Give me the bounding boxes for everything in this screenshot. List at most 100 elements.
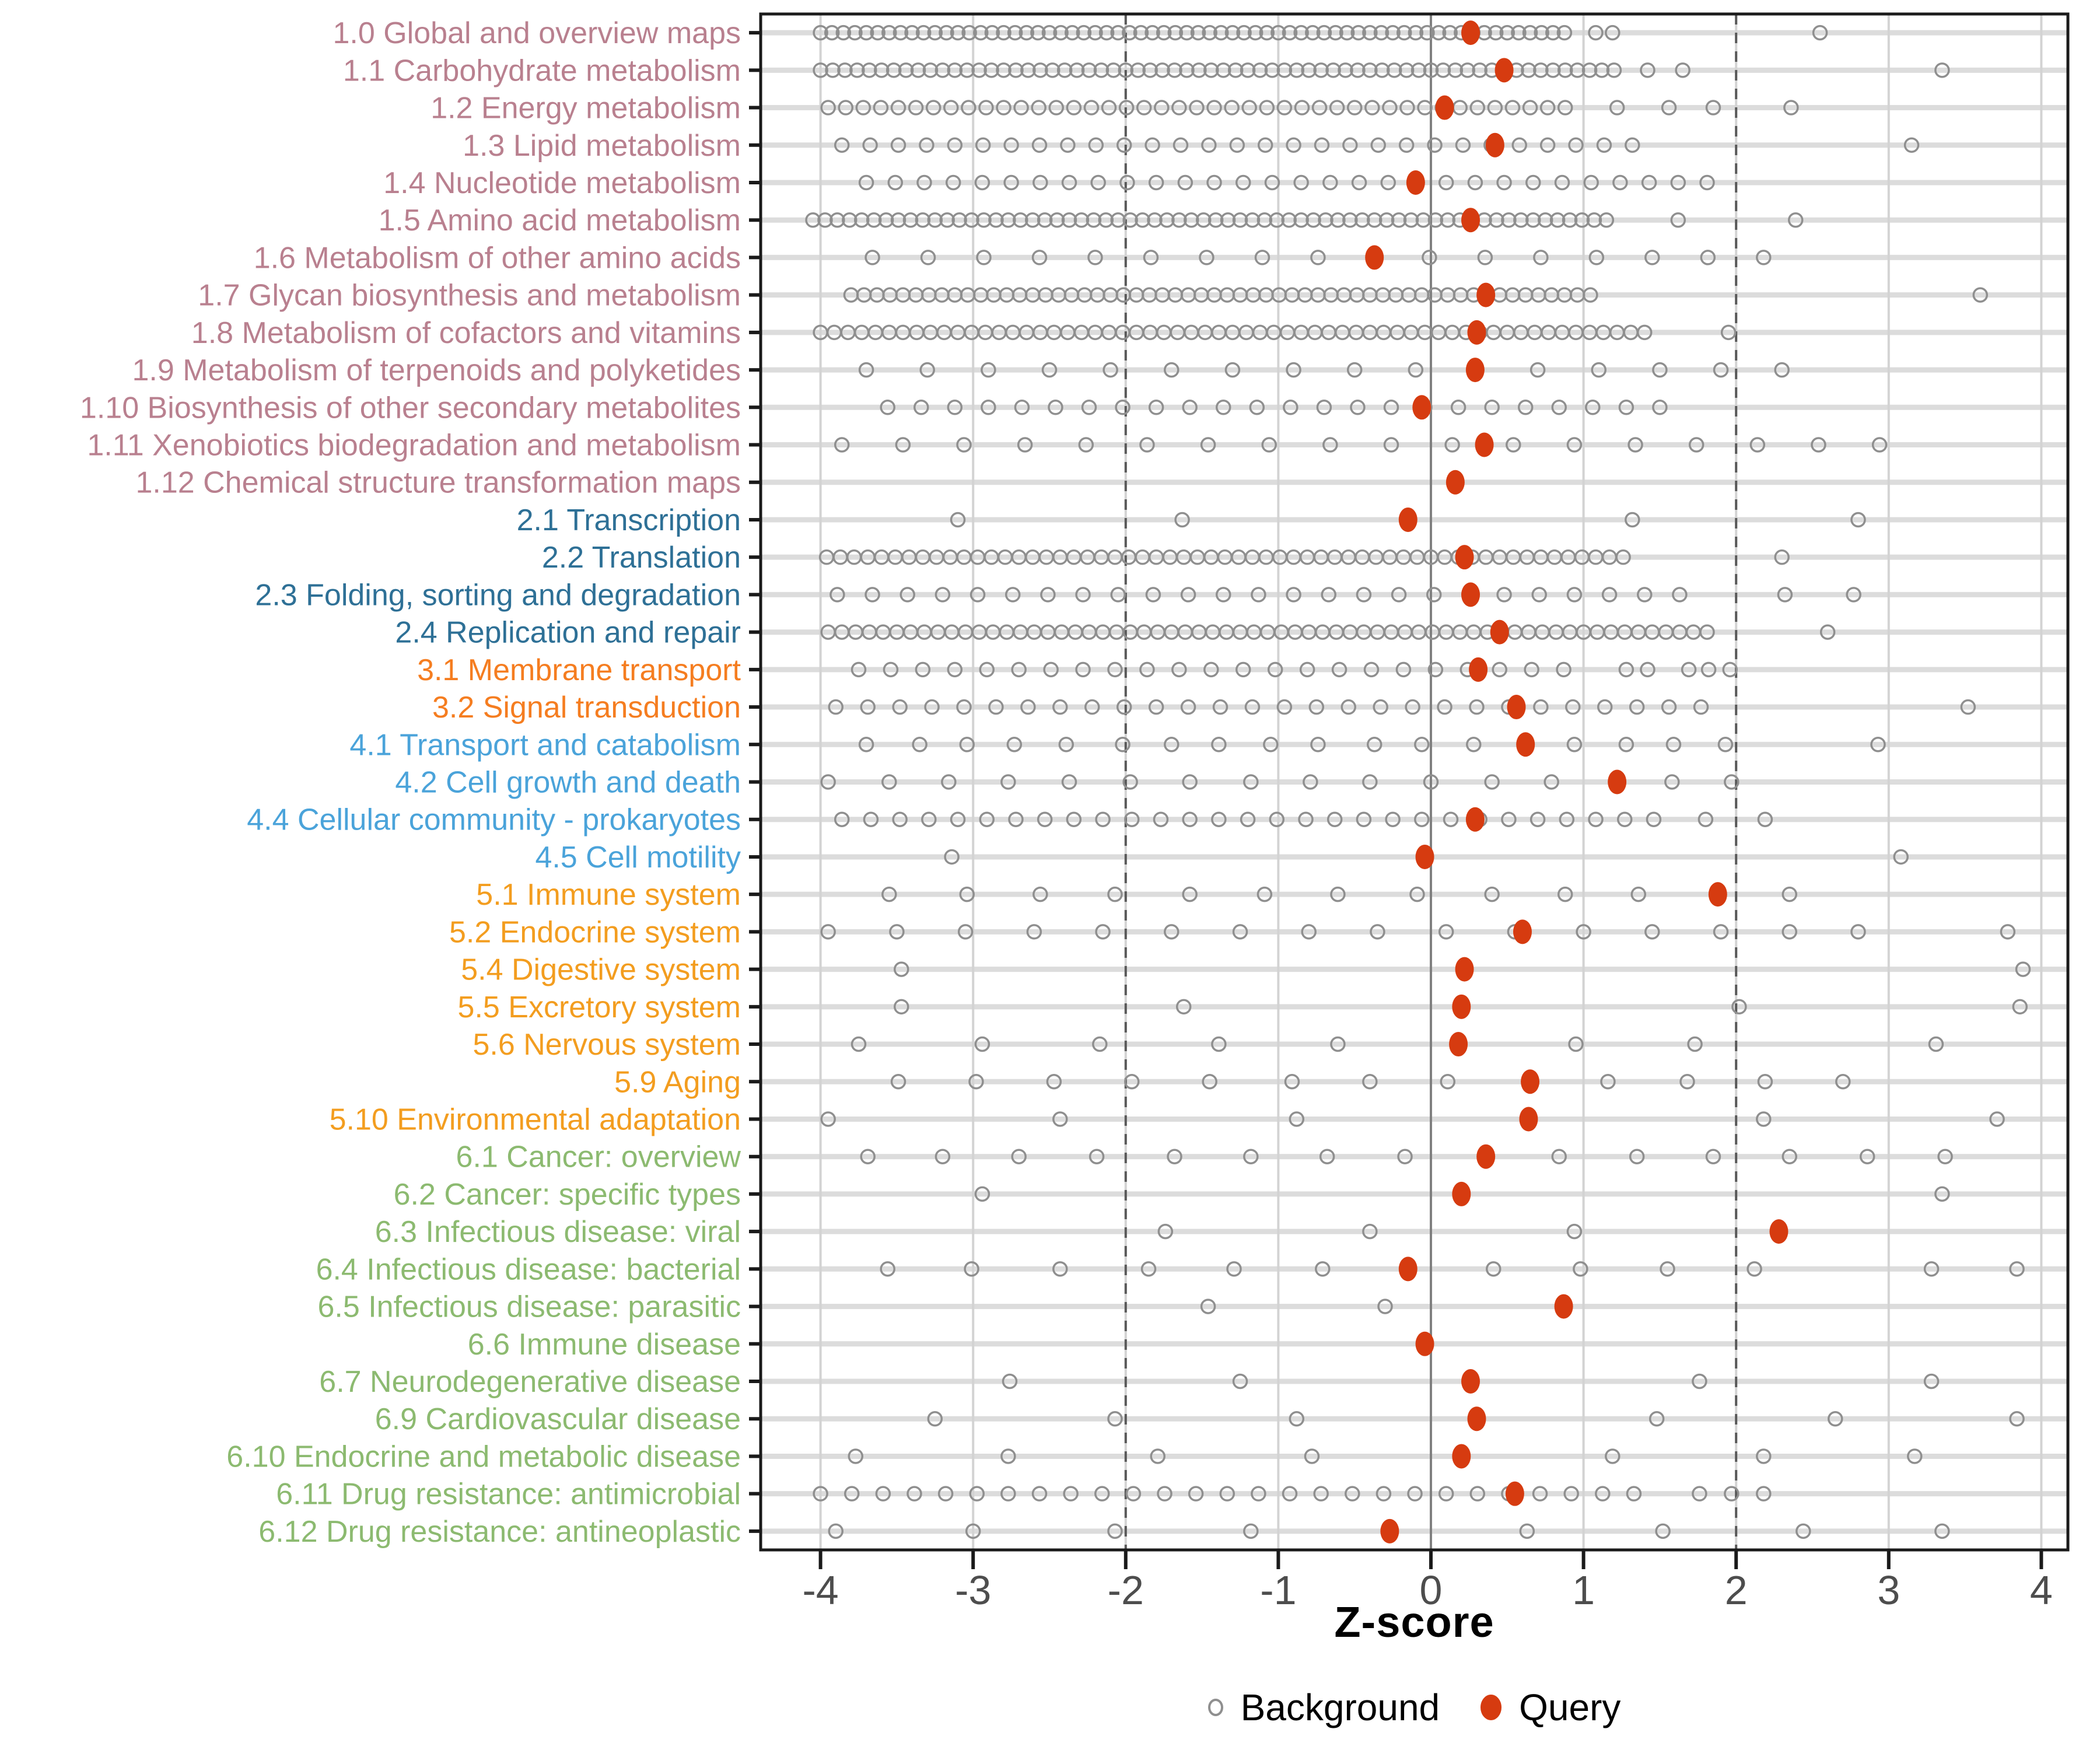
background-point [1539, 137, 1556, 153]
background-point [1636, 324, 1653, 341]
background-point [1048, 400, 1063, 415]
background-point [1408, 24, 1424, 41]
y-axis-label: 6.12 Drug resistance: antineoplastic [258, 1515, 741, 1549]
query-point [1485, 132, 1504, 158]
background-point [1484, 774, 1500, 790]
background-point-icon [1208, 1699, 1223, 1716]
background-point [1211, 811, 1227, 827]
background-point [1403, 212, 1419, 228]
background-point [1385, 811, 1401, 827]
legend: Background Query [761, 1686, 2068, 1729]
background-point [1224, 362, 1241, 378]
background-point [1206, 100, 1222, 116]
background-point [1182, 774, 1198, 790]
background-point [1681, 662, 1697, 678]
background-point [1618, 737, 1634, 752]
background-point [1350, 400, 1366, 415]
background-point [825, 62, 841, 78]
background-point [1289, 62, 1305, 78]
background-point [1846, 587, 1861, 603]
background-point [1655, 1523, 1671, 1539]
background-point [973, 24, 989, 41]
background-point [1232, 212, 1248, 228]
background-point [1212, 699, 1228, 715]
background-point [984, 24, 1000, 41]
background-point [850, 1036, 867, 1052]
background-point [1566, 1223, 1583, 1240]
background-point [1301, 924, 1317, 940]
background-point [1098, 212, 1114, 228]
background-point [1672, 587, 1688, 603]
background-point [855, 100, 872, 116]
background-point [1122, 774, 1138, 790]
background-point [996, 24, 1012, 41]
background-point [1688, 437, 1704, 453]
background-point [1534, 24, 1549, 41]
background-point [1107, 886, 1123, 902]
background-point [813, 1486, 828, 1502]
query-point [1467, 320, 1486, 345]
background-point [1247, 24, 1264, 41]
query-point [1435, 95, 1454, 120]
background-point [1783, 100, 1799, 116]
background-point [910, 62, 926, 78]
background-point [1398, 62, 1415, 78]
background-point [1175, 999, 1192, 1015]
background-point [1232, 1373, 1248, 1390]
background-point [1362, 62, 1378, 78]
background-point [1243, 1523, 1259, 1539]
background-point [1489, 212, 1504, 228]
background-point [1629, 1149, 1645, 1164]
background-point [1652, 362, 1668, 378]
background-point [1301, 62, 1317, 78]
background-point [1148, 699, 1164, 715]
background-point [979, 662, 995, 678]
query-point-icon [1480, 1695, 1502, 1720]
background-point [947, 662, 963, 678]
background-point [1444, 437, 1460, 453]
background-point [1724, 774, 1740, 790]
background-point [1522, 100, 1538, 116]
background-point [1605, 24, 1620, 41]
background-point [988, 699, 1004, 715]
background-point [1046, 1074, 1062, 1090]
background-point [915, 24, 932, 41]
background-point [1284, 1074, 1300, 1090]
background-point [864, 587, 880, 603]
background-point [1934, 62, 1950, 78]
background-point [971, 62, 987, 78]
background-point [1670, 212, 1686, 228]
background-point [1609, 100, 1625, 116]
background-point [1819, 624, 1836, 640]
background-point [1342, 212, 1358, 228]
query-point [1494, 58, 1514, 83]
background-point [1256, 212, 1273, 228]
background-point [887, 174, 904, 191]
background-point [1469, 100, 1486, 116]
background-point [1199, 250, 1214, 265]
background-point [1316, 400, 1332, 415]
background-point [904, 24, 920, 41]
background-point [834, 437, 850, 453]
background-point [860, 1149, 876, 1164]
background-point [1203, 62, 1219, 78]
background-point [1321, 587, 1336, 603]
background-point [1224, 100, 1240, 116]
background-point [1115, 737, 1130, 752]
background-point [968, 1074, 984, 1090]
background-point [1652, 400, 1668, 415]
y-axis-label: 3.1 Membrane transport [417, 653, 741, 687]
background-point [1556, 662, 1572, 678]
background-point [941, 774, 957, 790]
background-point [1782, 924, 1798, 940]
background-point [1188, 1486, 1204, 1502]
legend-item-background: Background [1208, 1686, 1440, 1729]
background-point [1041, 24, 1058, 41]
background-point [890, 100, 907, 116]
background-point [1339, 24, 1355, 41]
y-axis-label: 6.5 Infectious disease: parasitic [317, 1290, 741, 1324]
y-axis-label: 1.8 Metabolism of cofactors and vitamins [191, 316, 741, 350]
background-point [1006, 737, 1023, 752]
background-point [925, 100, 942, 116]
background-point [1521, 62, 1536, 78]
